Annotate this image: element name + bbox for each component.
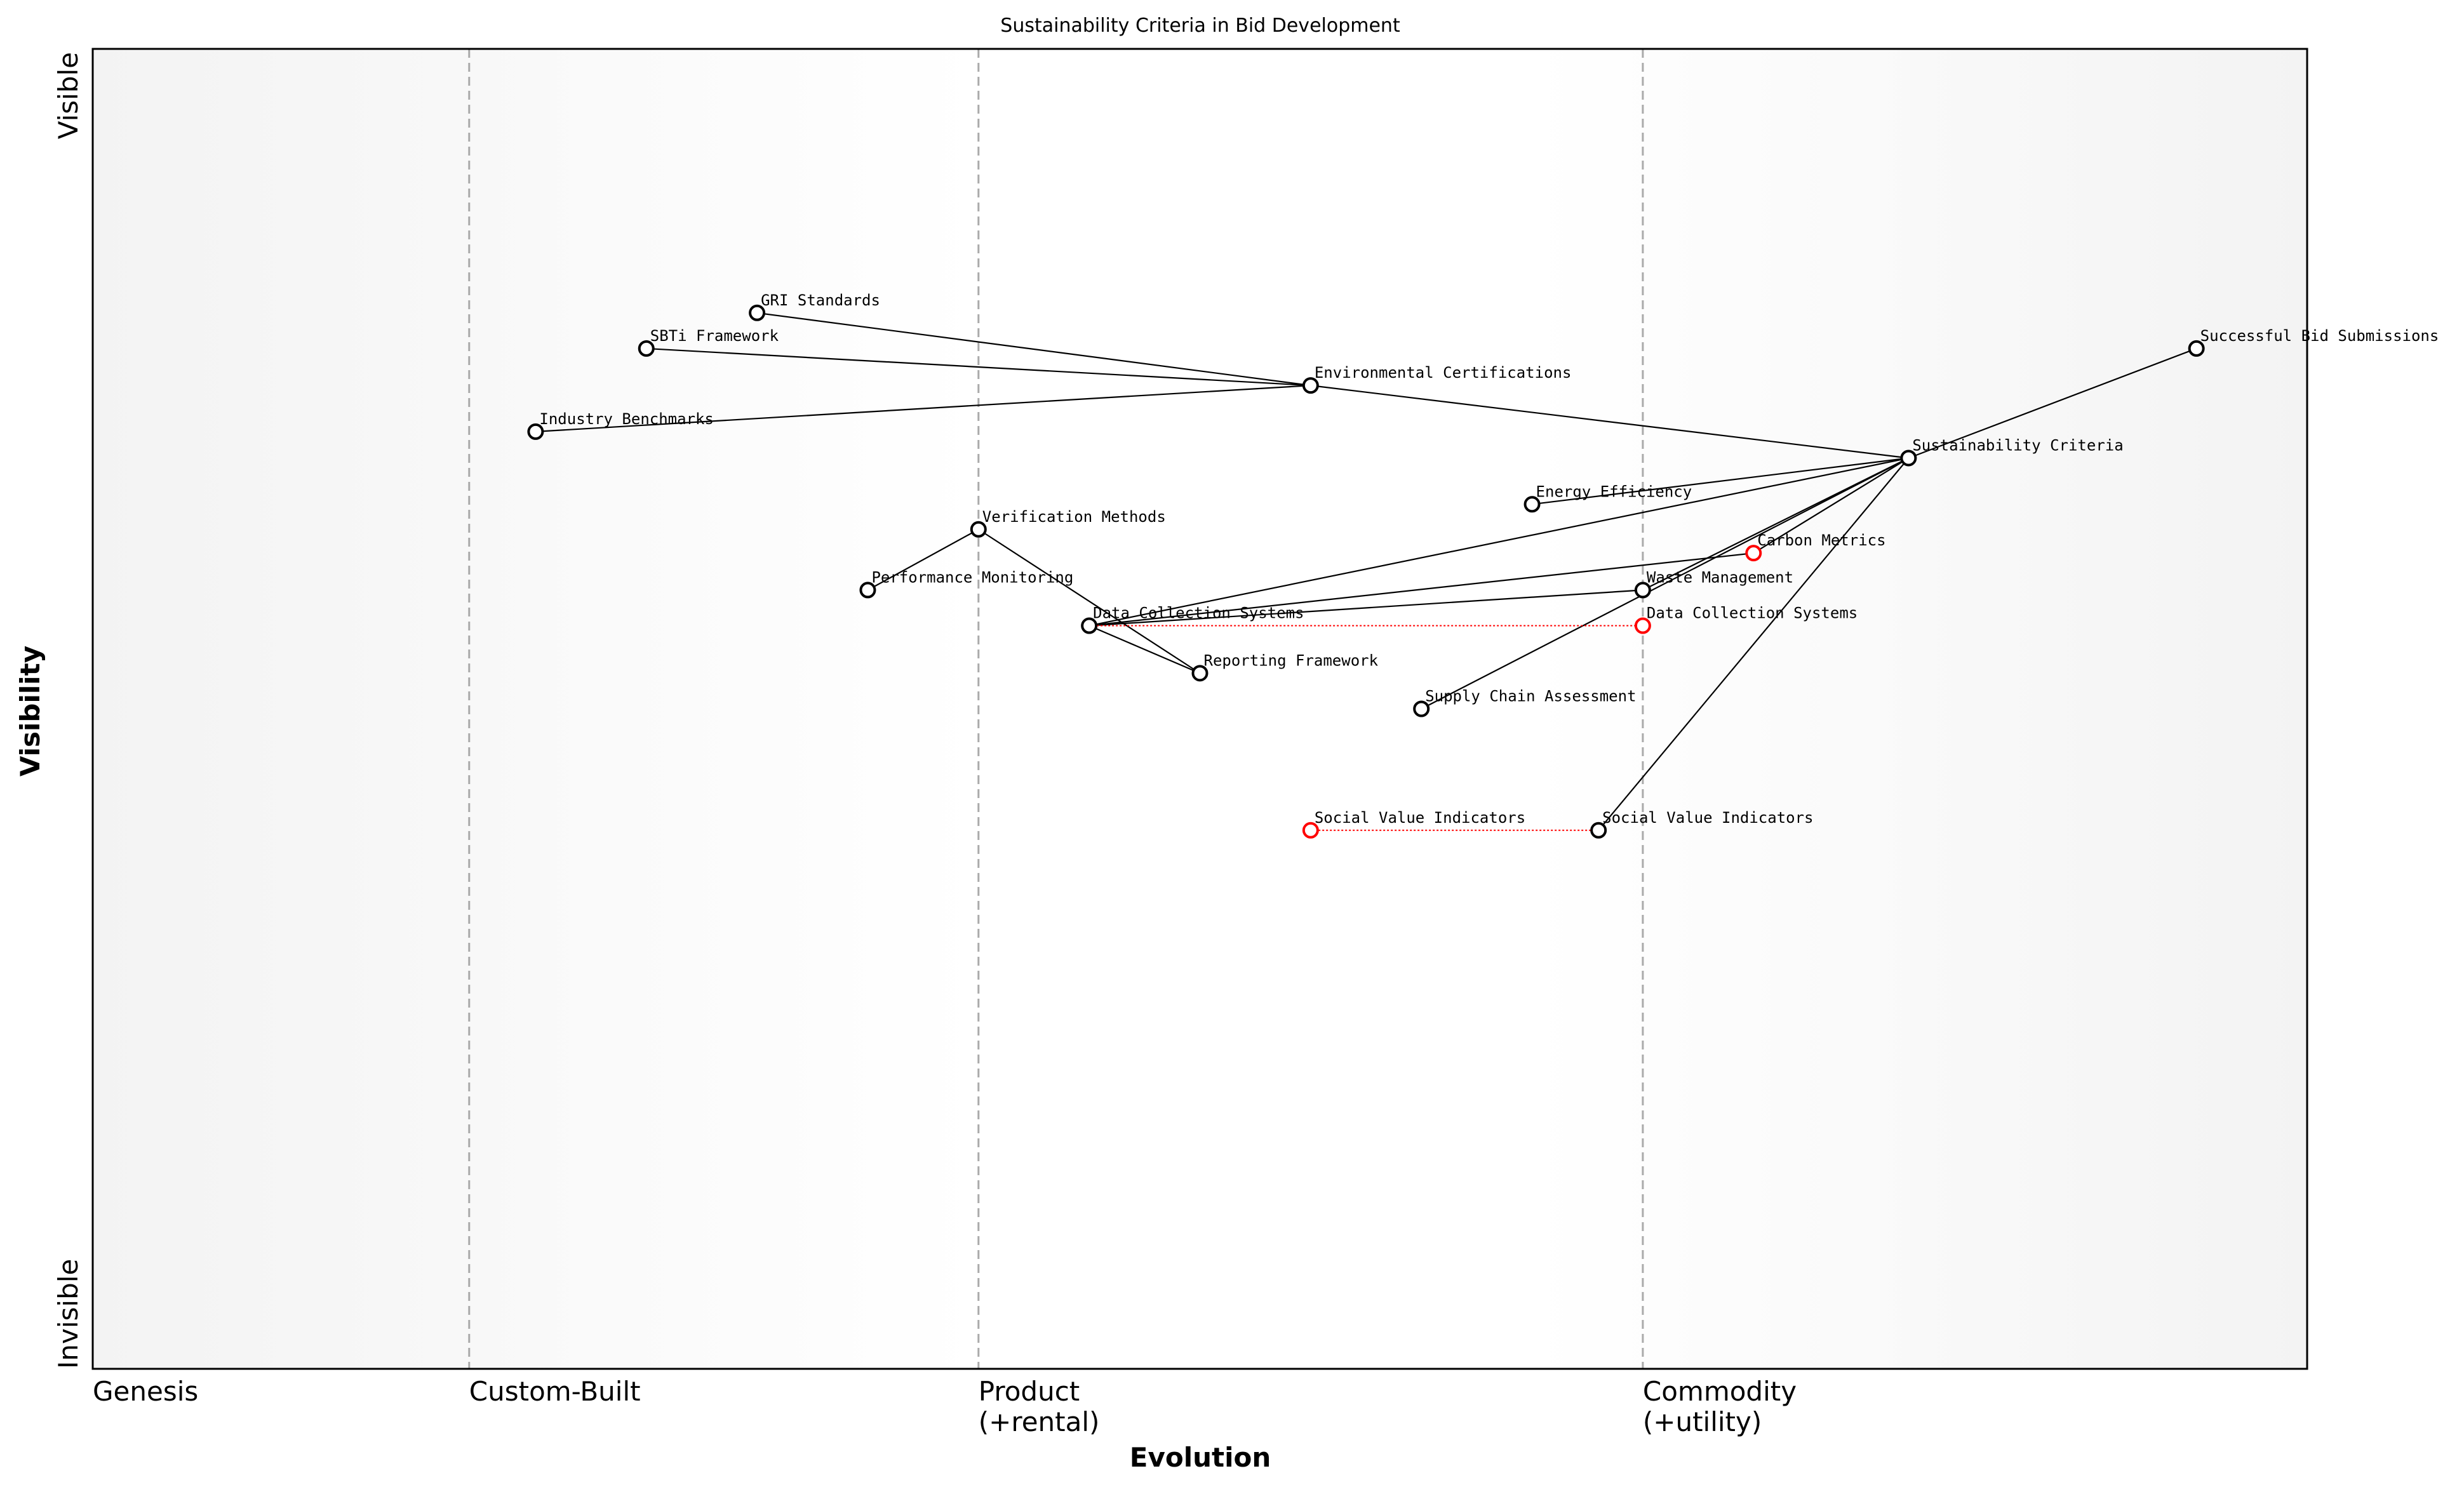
component-node [1191, 665, 1209, 682]
component-node [970, 521, 987, 538]
component-node [1745, 545, 1762, 562]
component-node [1413, 700, 1430, 717]
component-node [1523, 496, 1541, 513]
dependency-link [1088, 457, 1909, 627]
dependency-link [1310, 385, 1909, 459]
dependency-link [1642, 457, 1909, 591]
dependency-link [978, 528, 1201, 674]
x-axis-title: Evolution [1130, 1442, 1271, 1473]
stage-label: Commodity [1643, 1376, 1797, 1407]
component-node [1634, 582, 1651, 599]
component-label: Carbon Metrics [1757, 531, 1885, 549]
component-label: Sustainability Criteria [1912, 436, 2123, 454]
dependency-link [756, 312, 1311, 387]
component-node [1302, 377, 1319, 394]
component-node [1081, 617, 1098, 634]
component-node [527, 423, 544, 440]
dependency-link [646, 347, 1311, 387]
map-layer: Successful Bid Submissions Sustainability… [468, 49, 2439, 1369]
component-node [638, 340, 655, 357]
title: Sustainability Criteria in Bid Developme… [1000, 15, 1400, 37]
component-label: Data Collection Systems [1093, 604, 1304, 622]
component-label: Reporting Framework [1204, 651, 1379, 669]
component-label: Social Value Indicators [1602, 809, 1813, 827]
stage-label: Genesis [93, 1376, 198, 1407]
component-label: Industry Benchmarks [539, 410, 714, 428]
dependency-link [1598, 457, 1910, 831]
component-node [859, 582, 876, 599]
y-bottom-label: Invisible [53, 1259, 84, 1369]
component-node [1590, 822, 1607, 839]
plot-frame [91, 48, 2308, 1370]
component-label: GRI Standards [761, 291, 880, 309]
dependency-link [867, 528, 979, 591]
component-label: Waste Management [1647, 568, 1793, 586]
component-label: Verification Methods [982, 508, 1166, 526]
dependency-link [1532, 457, 1909, 505]
y-axis-title: Visibility [15, 646, 46, 776]
dependency-link [1088, 625, 1200, 674]
component-node [1634, 617, 1651, 634]
component-node [1302, 822, 1319, 839]
component-node [2188, 340, 2205, 357]
component-label: Data Collection Systems [1647, 604, 1858, 622]
component-node [1900, 450, 1917, 467]
component-label: Supply Chain Assessment [1425, 688, 1636, 705]
component-label: Social Value Indicators [1315, 809, 1525, 827]
stage-note: (+utility) [1643, 1406, 1762, 1437]
component-label: Successful Bid Submissions [2200, 327, 2439, 345]
component-node [749, 304, 766, 321]
plot-background [93, 49, 2307, 1369]
component-label: Performance Monitoring [871, 568, 1073, 586]
stage-label: Product [979, 1376, 1080, 1407]
dependency-link [535, 385, 1311, 433]
dependency-link [1753, 457, 1909, 554]
dependency-link [1089, 552, 1754, 627]
component-label: SBTi Framework [650, 327, 779, 345]
component-label: Energy Efficiency [1536, 483, 1692, 500]
dependency-link [1421, 457, 1909, 710]
stage-note: (+rental) [979, 1406, 1100, 1437]
stage-label: Custom-Built [469, 1376, 641, 1407]
dependency-link [1908, 347, 2197, 459]
component-label: Environmental Certifications [1315, 364, 1572, 382]
y-top-label: Visible [53, 52, 84, 139]
dependency-link [1089, 589, 1643, 627]
